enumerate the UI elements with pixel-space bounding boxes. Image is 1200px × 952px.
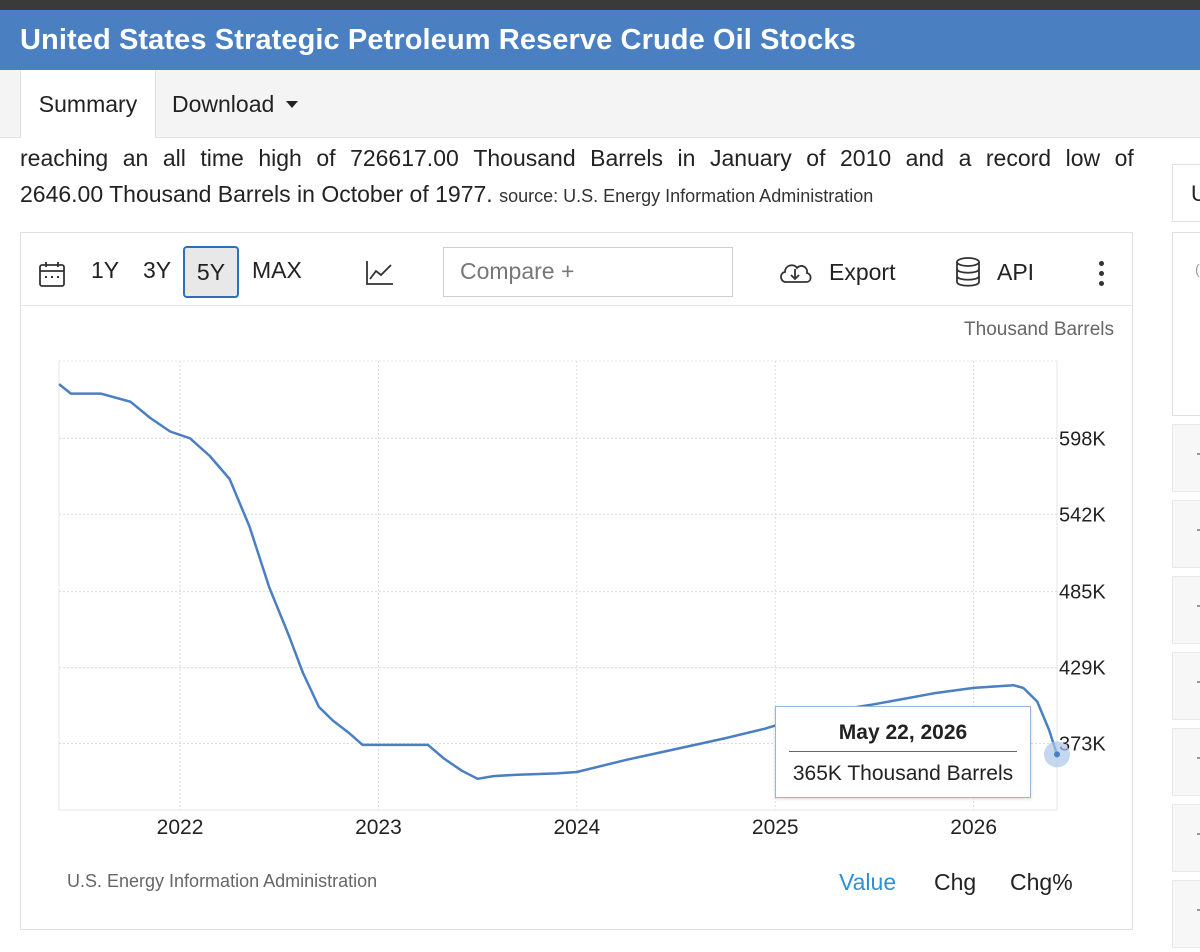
x-tick-label: 2026 (950, 816, 997, 839)
side-panel-heading: U (1172, 164, 1200, 222)
description: reaching an all time high of 726617.00 Thousand… (20, 140, 1134, 214)
description-word: low (1065, 145, 1101, 171)
line-chart[interactable]: 598K 542K 485K 429K 373K 2022 2023 2024 2025 2026 (21, 233, 1132, 853)
description-word: Barrels (590, 145, 663, 171)
side-panel-row[interactable] (1172, 576, 1200, 644)
side-panel-row[interactable] (1172, 880, 1200, 948)
description-word: Thousand (473, 145, 576, 171)
compare-input[interactable]: Compare + (443, 247, 733, 297)
side-panel-row[interactable] (1172, 652, 1200, 720)
description-word: of (1114, 145, 1134, 171)
tab-summary[interactable]: Summary (20, 70, 156, 138)
description-word: time (200, 145, 244, 171)
description-word: of (316, 145, 336, 171)
mode-chg[interactable]: Chg (934, 869, 977, 895)
description-word: high (258, 145, 302, 171)
range-max[interactable]: MAX (252, 257, 302, 283)
calendar-icon[interactable] (39, 261, 65, 287)
description-word: reaching (20, 145, 109, 171)
x-tick-label: 2024 (553, 816, 600, 839)
y-tick-label: 485K (1059, 582, 1106, 604)
browser-top-strip (0, 0, 1200, 10)
range-1y[interactable]: 1Y (91, 257, 120, 283)
side-panel-row[interactable] (1172, 500, 1200, 568)
hover-point (1054, 751, 1060, 758)
tabs-bar: Summary Download (0, 70, 1200, 138)
chart-source-note: U.S. Energy Information Administration (67, 871, 378, 891)
chevron-down-icon (286, 100, 299, 108)
database-icon[interactable] (955, 257, 981, 287)
side-panel-box: ( (1172, 232, 1200, 416)
api-button[interactable]: API (997, 259, 1035, 285)
side-panel-row[interactable] (1172, 728, 1200, 796)
description-word: 2010 (839, 145, 892, 171)
page-title: United States Strategic Petroleum Reserv… (20, 23, 856, 56)
export-button[interactable]: Export (829, 259, 896, 285)
source-text: source: U.S. Energy Information Administ… (499, 186, 874, 206)
side-panel-row[interactable] (1172, 424, 1200, 492)
description-line-1: reaching an all time high of 726617.00 Thousand… (20, 140, 1134, 176)
y-tick-label: 429K (1059, 658, 1106, 680)
side-panel-row[interactable] (1172, 804, 1200, 872)
chart-tooltip: May 22, 2026 365K Thousand Barrels (775, 706, 1031, 798)
description-word: 726617.00 (350, 145, 459, 171)
tooltip-date: May 22, 2026 (838, 721, 968, 744)
line-chart-icon[interactable] (365, 259, 395, 287)
cloud-download-icon[interactable] (777, 259, 813, 287)
description-word: all (162, 145, 186, 171)
range-5y[interactable]: 5Y (183, 246, 239, 298)
tab-download[interactable]: Download (172, 70, 299, 138)
more-options-icon[interactable] (1097, 261, 1107, 287)
description-word: and (905, 145, 945, 171)
description-word: record (985, 145, 1052, 171)
mode-value[interactable]: Value (839, 869, 897, 895)
description-word: in (677, 145, 696, 171)
range-3y[interactable]: 3Y (143, 257, 172, 283)
description-word: an (122, 145, 149, 171)
description-text: 2646.00 Thousand Barrels in October of 1… (20, 181, 493, 207)
x-tick-label: 2022 (157, 816, 204, 839)
x-tick-label: 2025 (752, 816, 799, 839)
x-tick-label: 2023 (355, 816, 402, 839)
description-word: a (958, 145, 972, 171)
y-tick-label: 598K (1059, 428, 1106, 450)
chart-panel: 1Y 3Y 5Y MAX Compare + Export API Thousa… (20, 232, 1133, 930)
y-tick-label: 373K (1059, 734, 1106, 756)
mode-chg-percent[interactable]: Chg% (1010, 869, 1073, 895)
chart-toolbar: 1Y 3Y 5Y MAX Compare + Export API (21, 233, 1132, 306)
tab-download-label: Download (172, 90, 275, 117)
series-line (58, 383, 1059, 781)
tooltip-value: 365K Thousand Barrels (792, 762, 1014, 785)
description-line-2: 2646.00 Thousand Barrels in October of 1… (20, 176, 1134, 214)
description-word: of (806, 145, 826, 171)
y-tick-label: 542K (1059, 504, 1106, 526)
title-bar: United States Strategic Petroleum Reserv… (0, 10, 1200, 70)
unit-label: Thousand Barrels (964, 319, 1114, 340)
description-word: January (709, 145, 792, 171)
